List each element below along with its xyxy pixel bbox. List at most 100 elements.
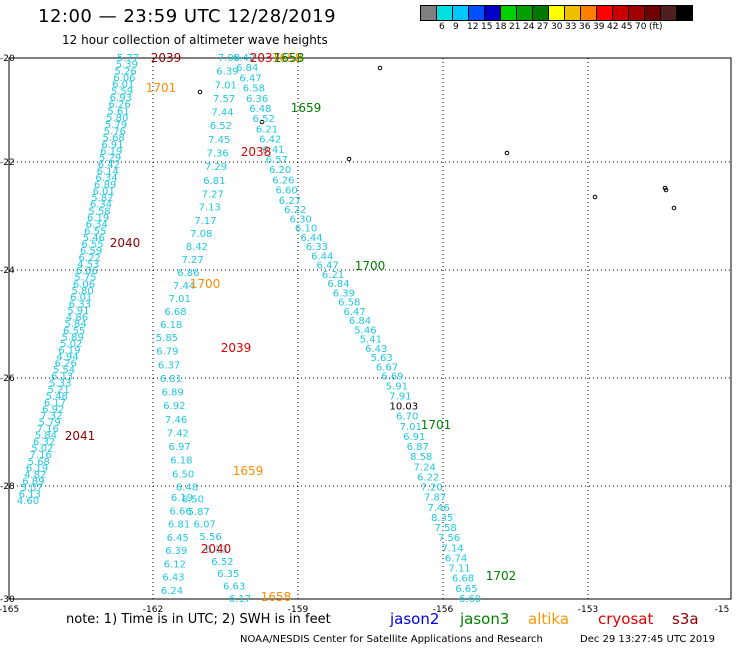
wave-height-label: 6.81 [160,374,182,385]
wave-height-label: 6.91 [101,140,123,151]
wave-height-label: 7.24 [414,462,436,473]
wave-height-label: 6.13 [205,544,227,555]
wave-height-label: 7.01 [215,80,237,91]
wave-height-label: 4.53 [77,259,99,270]
wave-height-label: 8.42 [186,242,208,253]
wave-height-label: 6.06 [73,279,95,290]
wave-height-label: 6.45 [167,533,189,544]
color-scale-label: 39 [593,22,605,32]
wave-height-label: 6.01 [93,186,115,197]
footer-note: note: 1) Time is in UTC; 2) SWH is in fe… [66,612,331,627]
satellite-legend-item: cryosat [598,610,654,628]
wave-height-label: 5.21 [47,385,69,396]
wave-height-label: 6.79 [156,347,178,358]
pass-time-label: 1701 [421,418,452,432]
wave-height-label: 6.24 [161,586,183,597]
island-marker [504,150,510,156]
wave-height-label: 6.41 [262,145,284,156]
wave-height-label: 6.33 [69,299,91,310]
wave-height-label: 7.29 [205,162,227,173]
wave-height-label: 6.33 [306,242,328,253]
wave-height-label: 5.46 [354,325,376,336]
wave-height-label: 6.70 [396,412,418,423]
pass-time-label: 2037 [250,51,281,65]
color-scale-label: 36 [579,22,591,32]
island-marker [671,205,677,211]
wave-height-label: 6.26 [55,359,77,370]
wave-height-label: 6.66 [169,506,191,517]
wave-height-label: 5.87 [188,507,210,518]
wave-height-label: 6.74 [445,553,467,564]
wave-height-label: 5.85 [156,333,178,344]
wave-height-label: 6.52 [210,121,232,132]
wave-height-label: 7.46 [428,503,450,514]
pass-time-label: 2041 [65,429,96,443]
wave-height-label: 4.86 [66,313,88,324]
x-axis-tick-label: -153 [578,605,598,615]
wave-height-label: 6.17 [44,398,66,409]
wave-height-label: 6.13 [51,372,73,383]
wave-height-label: 5.89 [62,332,84,343]
x-axis-tick-label: -162 [143,605,163,615]
wave-height-label: 6.07 [194,520,216,531]
wave-height-label: 6.68 [164,307,186,318]
generated-timestamp: Dec 29 13:27:45 UTC 2019 [580,634,715,645]
pass-time-label: 2040 [110,236,141,250]
wave-height-label: 7.01 [169,294,191,305]
wave-height-label: 6.58 [338,298,360,309]
wave-height-label: 5.61 [107,106,129,117]
wave-height-label: 6.50 [172,469,194,480]
wave-height-label: 7.27 [182,255,204,266]
wave-height-label: 6.47 [317,261,339,272]
wave-height-label: 6.20 [269,165,291,176]
wave-height-label: 6.69 [381,372,403,383]
wave-height-label: 6.17 [229,594,251,605]
color-scale-label: 15 [481,22,493,32]
pass-time-label: 2040 [201,542,232,556]
wave-height-label: 6.81 [168,520,190,531]
wave-height-label: 5.77 [117,53,139,64]
wave-height-label: 6.26 [109,100,131,111]
wave-height-label: 5.56 [199,532,221,543]
x-axis-tick-label: -15 [715,605,730,615]
color-scale-label: 12 [467,22,479,32]
y-axis-tick-label: -20 [0,54,15,64]
island-marker [377,65,383,71]
wave-height-label: 7.46 [165,415,187,426]
wave-height-label: 6.60 [276,186,298,197]
wave-height-label: 6.06 [113,73,135,84]
page-subtitle: 12 hour collection of altimeter wave hei… [62,33,328,47]
wave-height-label: 5.84 [35,431,57,442]
wave-height-label: 5.02 [31,444,53,455]
wave-height-label: 5.75 [74,273,96,284]
wave-height-label: 6.55 [63,326,85,337]
wave-height-label: 6.30 [290,214,312,225]
y-axis-tick-label: -26 [0,374,15,384]
color-scale-label: 30 [551,22,563,32]
wave-height-label: 7.13 [199,203,221,214]
wave-height-label: 6.18 [170,456,192,467]
satellite-legend-item: s3a [672,610,699,628]
pass-time-label: 1658 [261,590,292,604]
wave-height-label: 6.34 [95,173,117,184]
color-scale-label: 33 [565,22,577,32]
wave-height-label: 6.48 [249,104,271,115]
wave-height-label: 5.59 [111,86,133,97]
wave-height-label: 6.63 [223,582,245,593]
wave-height-label: 7.58 [434,523,456,534]
wave-height-label: 6.01 [70,293,92,304]
wave-height-label: 8.35 [431,513,453,524]
wave-height-label: 6.58 [243,84,265,95]
wave-height-label: 6.21 [256,124,278,135]
wave-height-label: 6.22 [284,205,306,216]
wave-height-label: 6.68 [452,574,474,585]
wave-height-label: 6.47 [239,73,261,84]
wave-height-label: 7.14 [441,543,463,554]
wave-height-label: 5.02 [60,339,82,350]
wave-height-label: 6.86 [177,268,199,279]
wave-height-label: 7.16 [37,424,59,435]
wave-height-label: 5.48 [46,391,68,402]
pass-time-label: 1658 [274,51,305,65]
wave-height-label: 6.89 [161,388,183,399]
color-scale-label: (ft) [649,22,663,32]
